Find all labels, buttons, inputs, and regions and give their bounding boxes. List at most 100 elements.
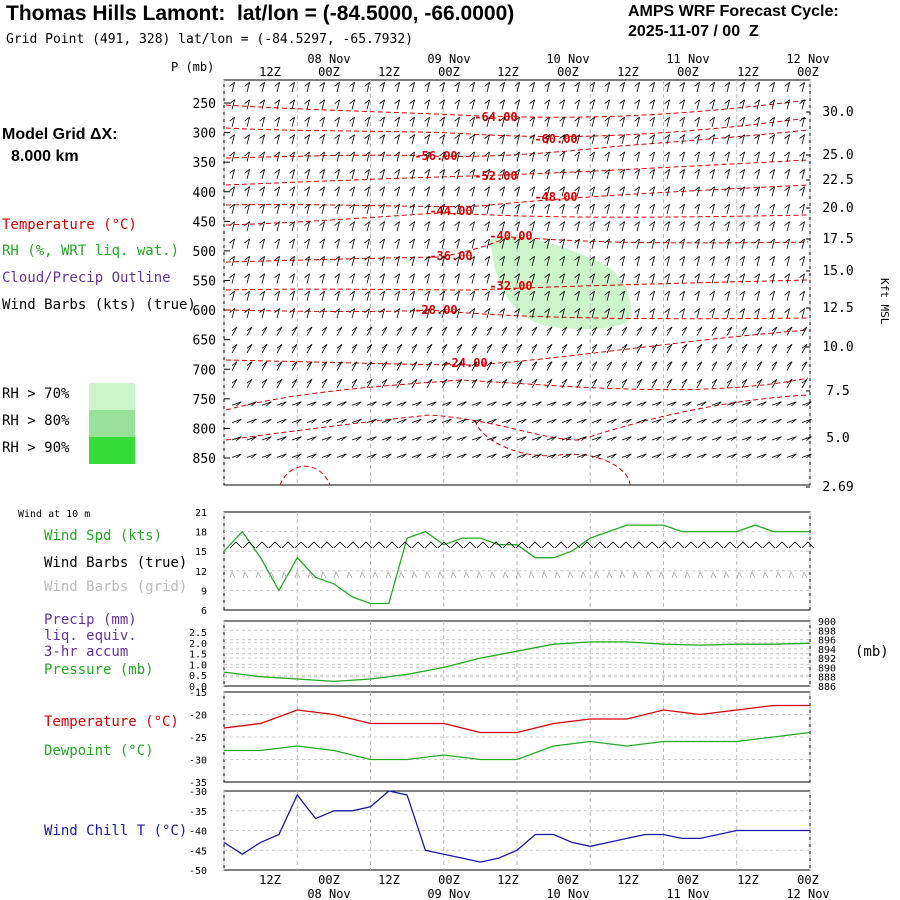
wind-barb-flag — [799, 256, 805, 261]
wind-barb-shaft — [546, 256, 550, 267]
wind-barb-flag — [559, 169, 565, 174]
wind-barb-shaft — [486, 169, 490, 180]
wind-barb-flag — [244, 290, 250, 296]
wind-barb-shaft — [756, 308, 760, 319]
wind-barb-flag — [231, 326, 238, 332]
wind-barb-shaft — [756, 134, 760, 145]
wind-barb-flag — [229, 186, 235, 192]
wind-barb-flag — [514, 238, 520, 244]
wind-barb-flag — [801, 361, 808, 367]
wind-barb-flag — [244, 134, 250, 139]
wind-barb-shaft — [261, 99, 265, 110]
wind-barb-10m-grid — [723, 570, 730, 579]
wind-barb-flag — [364, 99, 370, 105]
wind-barb-flag — [514, 273, 520, 279]
wind-barb-shaft — [381, 169, 385, 180]
wind-barb-shaft — [771, 401, 782, 406]
wind-barb-flag — [649, 151, 655, 157]
wind-barb-shaft — [516, 291, 520, 301]
wind-barb-shaft — [801, 117, 805, 127]
wind-barb-flag — [591, 378, 598, 384]
wind-barb-flag — [806, 418, 812, 424]
wind-barb-shaft — [606, 186, 610, 197]
top-time-tick-label: 00Z — [797, 65, 819, 79]
wind-barb-10m-true — [515, 541, 529, 549]
wind-barb-shaft — [546, 204, 550, 214]
wind-barb-shaft — [531, 221, 535, 232]
wind-barb-flag — [589, 221, 595, 226]
wind-barb-flag — [694, 116, 700, 122]
wind-barb-shaft — [801, 204, 805, 214]
temperature-contour-label: -52.00 — [474, 169, 517, 183]
wind-barb-flag — [754, 151, 760, 157]
wind-barb-flag — [756, 361, 763, 367]
wind-barb-shaft — [261, 361, 268, 371]
wind-barb-flag — [349, 273, 355, 279]
wind-barb-flag — [456, 361, 463, 367]
wind-barb-shaft — [666, 117, 670, 127]
wind-barb-shaft — [771, 82, 775, 93]
wind-barb-shaft — [621, 134, 625, 145]
wind-barb-flag — [319, 290, 325, 296]
wind-barb-shaft — [261, 378, 268, 388]
wind-barb-10m-true — [294, 541, 308, 549]
wind-barb-shaft — [576, 238, 580, 249]
wind-barb-shaft — [306, 221, 310, 232]
precip-legend-2: liq. equiv. — [44, 628, 137, 644]
wind-barb-shaft — [726, 256, 730, 267]
wind-barb-flag — [424, 256, 430, 261]
wind-barb-flag — [499, 134, 505, 139]
wind-barb-flag — [336, 378, 343, 384]
wind-barb-shaft — [606, 204, 610, 214]
wind-barb-shaft — [666, 238, 670, 249]
wind-barb-flag — [604, 169, 610, 174]
wind-barb-shaft — [321, 169, 325, 180]
wind-speed-tick-label: 12 — [195, 567, 207, 578]
wind-barb-flag — [319, 186, 325, 192]
wind-barb-shaft — [366, 204, 370, 214]
wind-barb-shaft — [531, 256, 535, 267]
wind-barb-shaft — [621, 378, 628, 388]
wind-barb-flag — [259, 238, 265, 244]
wind-barb-shaft — [291, 99, 295, 110]
wind-barb-shaft — [516, 256, 520, 267]
wind-barb-shaft — [666, 99, 670, 110]
wind-barb-flag — [311, 401, 317, 407]
wind-barb-shaft — [696, 378, 703, 388]
wind-barb-flag — [349, 203, 355, 209]
wind-barb-shaft — [291, 151, 295, 162]
wind-barb-shaft — [486, 186, 490, 197]
wind-barb-shaft — [561, 326, 568, 336]
wind-barb-flag — [289, 256, 295, 261]
wind-barb-flag — [259, 290, 265, 296]
wind-barb-flag — [244, 273, 250, 279]
wind-barb-flag — [381, 361, 388, 367]
wind-barb-flag — [259, 221, 265, 226]
wind-barb-flag — [559, 256, 565, 261]
wind-barb-shaft — [771, 256, 775, 267]
wind-barb-flag — [784, 290, 790, 296]
wind-barb-shaft — [546, 169, 550, 180]
wind-barb-flag — [229, 82, 235, 87]
wind-barb-shaft — [441, 82, 445, 93]
wind-barb-flag — [454, 134, 460, 139]
wind-barb-shaft — [651, 378, 658, 388]
wind-barb-10m-true — [619, 541, 633, 549]
wind-barb-flag — [499, 203, 505, 209]
wind-barb-shaft — [246, 291, 250, 301]
wind-barb-flag — [649, 273, 655, 279]
wind-barb-shaft — [606, 291, 610, 301]
wind-barb-flag — [484, 256, 490, 261]
wind-barb-shaft — [426, 238, 430, 249]
wind-barb-flag — [379, 186, 385, 192]
wind-barb-flag — [461, 453, 467, 459]
wind-barb-flag — [486, 378, 493, 384]
wind-barb-shaft — [741, 344, 748, 354]
wind-barb-shaft — [291, 378, 298, 388]
wind-barb-shaft — [561, 401, 572, 406]
wind-barb-shaft — [666, 291, 670, 301]
wind-barb-flag — [274, 99, 280, 105]
precip-tick-label: 0.5 — [189, 671, 207, 682]
wind-barb-10m-true — [606, 541, 620, 549]
wind-barb-shaft — [636, 378, 643, 388]
